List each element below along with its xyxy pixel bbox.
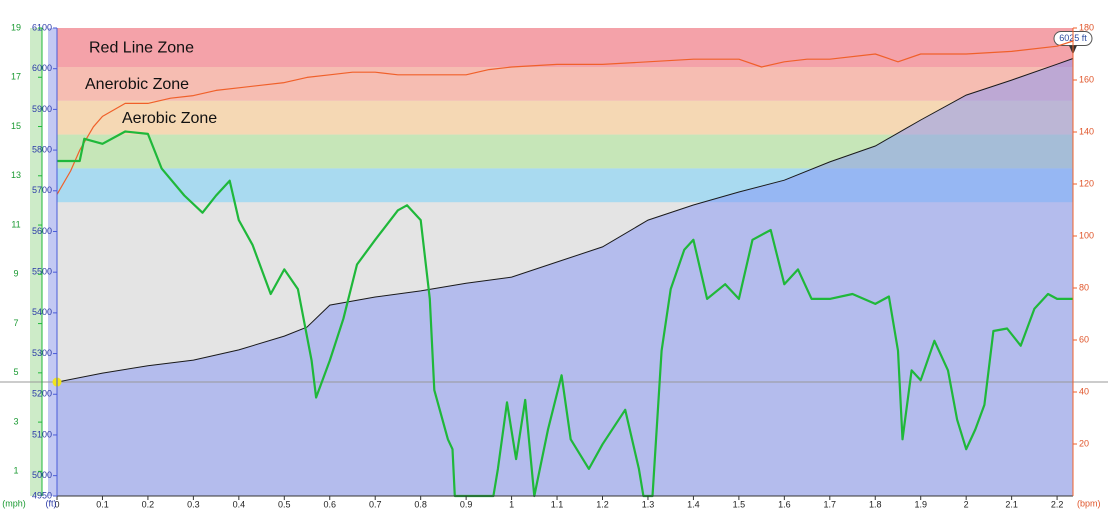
x-tick-label: 2.2 [1051, 499, 1064, 509]
hr-unit-label: (bpm) [1077, 498, 1101, 508]
x-tick-label: 0 [54, 499, 59, 509]
zone-label: Aerobic Zone [122, 110, 217, 127]
speed-tick-label: 5 [13, 367, 18, 377]
elevation-tick-label: 4950 [32, 490, 52, 500]
x-tick-label: 0.6 [323, 499, 336, 509]
hr-zone [57, 28, 1073, 67]
speed-unit-label: (mph) [2, 498, 26, 508]
elevation-unit-label: (ft) [46, 498, 57, 508]
zone-label: Red Line Zone [89, 40, 194, 57]
hr-tick-label: 20 [1079, 438, 1089, 448]
x-tick-label: 1.4 [687, 499, 700, 509]
elevation-tick-label: 5100 [32, 429, 52, 439]
x-tick-label: 0.8 [414, 499, 427, 509]
hr-tick-label: 80 [1079, 282, 1089, 292]
heart-rate-line [56, 40, 1074, 195]
x-tick-label: 1.6 [778, 499, 791, 509]
speed-tick-label: 9 [13, 269, 18, 279]
elevation-line [56, 58, 1074, 383]
zone-label: Anerobic Zone [85, 76, 189, 93]
elevation-area [57, 58, 1073, 496]
x-tick-label: 0.2 [142, 499, 155, 509]
x-tick-label: 1.7 [824, 499, 837, 509]
elevation-tick-label: 5800 [32, 144, 52, 154]
speed-tick-label: 17 [11, 72, 21, 82]
speed-tick-label: 11 [11, 219, 20, 229]
x-tick-label: 1.1 [551, 499, 564, 509]
elevation-tick-label: 5700 [32, 185, 52, 195]
elevation-tick-label: 5400 [32, 307, 52, 317]
hr-tick-label: 40 [1079, 386, 1089, 396]
series: 6025 ft [0, 31, 1108, 498]
hr-tick-label: 120 [1079, 178, 1094, 188]
speed-line [57, 130, 1073, 498]
x-tick-label: 0.1 [96, 499, 109, 509]
hr-tick-label: 180 [1079, 22, 1094, 32]
speed-tick-label: 3 [13, 416, 18, 426]
x-tick-label: 1.3 [642, 499, 655, 509]
hr-zone [57, 67, 1073, 101]
speed-tick-label: 15 [11, 121, 21, 131]
x-tick-label: 0.5 [278, 499, 291, 509]
x-tick-label: 1 [509, 499, 514, 509]
elevation-tick-label: 5300 [32, 348, 52, 358]
x-tick-label: 2.1 [1005, 499, 1018, 509]
speed-tick-label: 7 [13, 318, 18, 328]
elevation-tick-label: 6100 [32, 22, 52, 32]
speed-tick-label: 13 [11, 170, 21, 180]
x-tick-label: 1.2 [596, 499, 609, 509]
x-tick-label: 1.9 [914, 499, 927, 509]
elevation-tick-label: 5500 [32, 267, 52, 277]
x-tick-label: 2 [964, 499, 969, 509]
hr-tick-label: 140 [1079, 126, 1094, 136]
speed-axis-strip [30, 28, 42, 496]
elevation-tick-label: 6000 [32, 63, 52, 73]
x-tick-label: 1.5 [733, 499, 746, 509]
x-tick-label: 0.9 [460, 499, 473, 509]
hr-tick-label: 160 [1079, 74, 1094, 84]
speed-tick-label: 19 [11, 22, 21, 32]
hr-tick-label: 60 [1079, 334, 1089, 344]
x-tick-label: 0.4 [233, 499, 246, 509]
hr-tick-label: 100 [1079, 230, 1094, 240]
hr-zone [57, 100, 1073, 135]
elevation-axis-strip [48, 28, 57, 496]
x-tick-label: 0.7 [369, 499, 382, 509]
axes: 0 0.1 0.2 0.3 0.4 0.5 0.6 0.7 0.8 0.9 1 1.1 1.2 1.3 1.… [2, 22, 1100, 509]
speed-tick-label: 1 [13, 466, 18, 476]
elevation-tick-label: 5600 [32, 226, 52, 236]
elevation-tick-label: 5200 [32, 389, 52, 399]
x-tick-label: 0.3 [187, 499, 200, 509]
elevation-tick-label: 5900 [32, 104, 52, 114]
x-tick-label: 1.8 [869, 499, 882, 509]
elevation-tick-label: 5000 [32, 470, 52, 480]
